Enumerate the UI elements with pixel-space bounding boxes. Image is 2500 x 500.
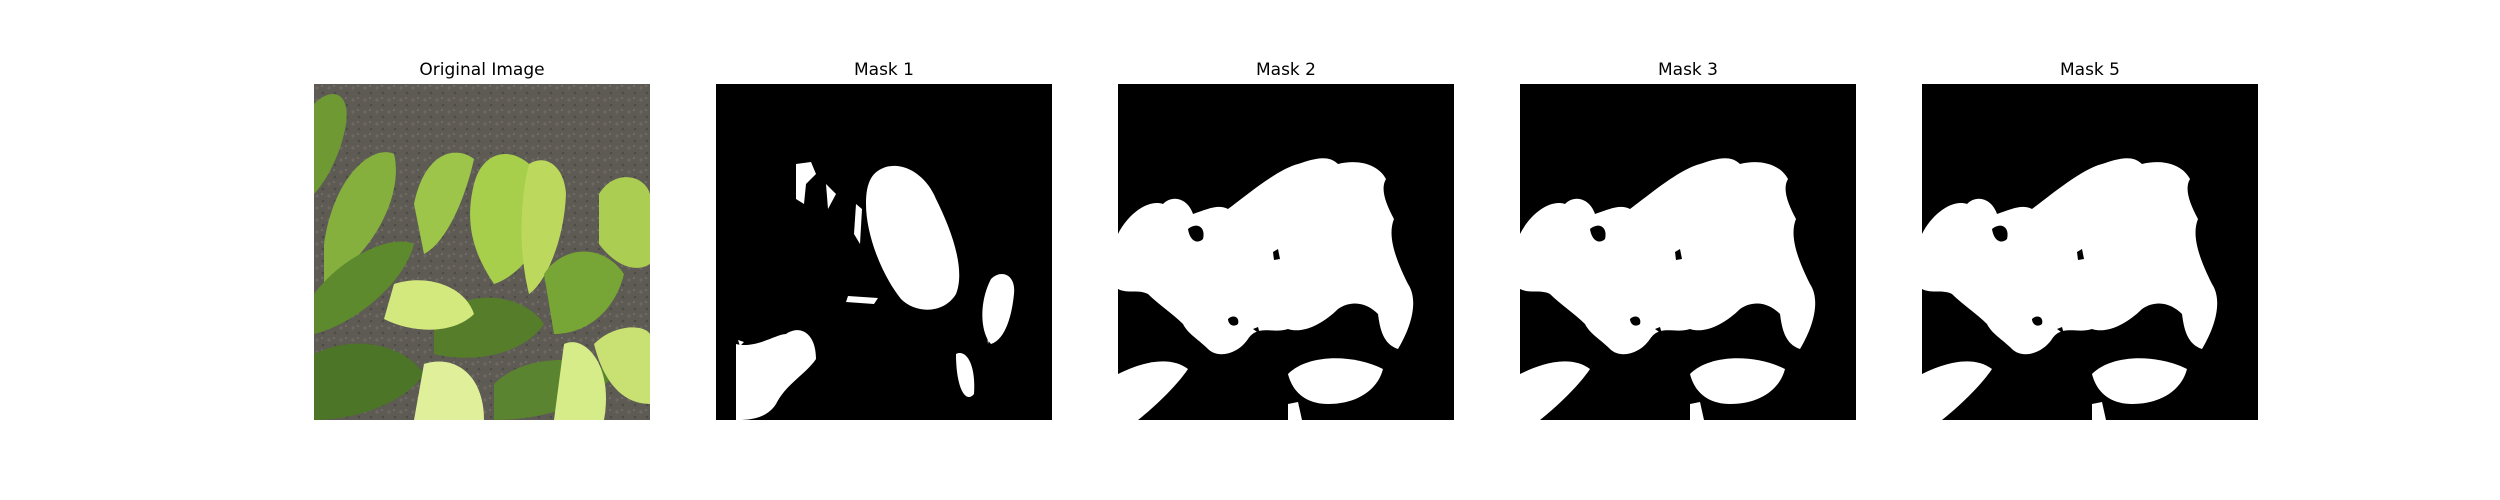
mask-5-image <box>1922 84 2258 420</box>
panel-mask-5: Mask 5 <box>1922 0 2258 500</box>
mask-3-image <box>1520 84 1856 420</box>
panel-mask-3: Mask 3 <box>1520 0 1856 500</box>
panel-title: Mask 2 <box>1255 60 1316 80</box>
mask-2-image <box>1118 84 1454 420</box>
panel-title: Original Image <box>419 60 545 80</box>
panel-mask-2: Mask 2 <box>1118 0 1454 500</box>
panel-title: Mask 5 <box>2059 60 2120 80</box>
panel-title: Mask 1 <box>853 60 914 80</box>
panel-title: Mask 3 <box>1657 60 1718 80</box>
mask-1-image <box>716 84 1052 420</box>
panel-mask-1: Mask 1 <box>716 0 1052 500</box>
panel-original-image: Original Image <box>314 0 650 500</box>
original-photo <box>314 84 650 420</box>
